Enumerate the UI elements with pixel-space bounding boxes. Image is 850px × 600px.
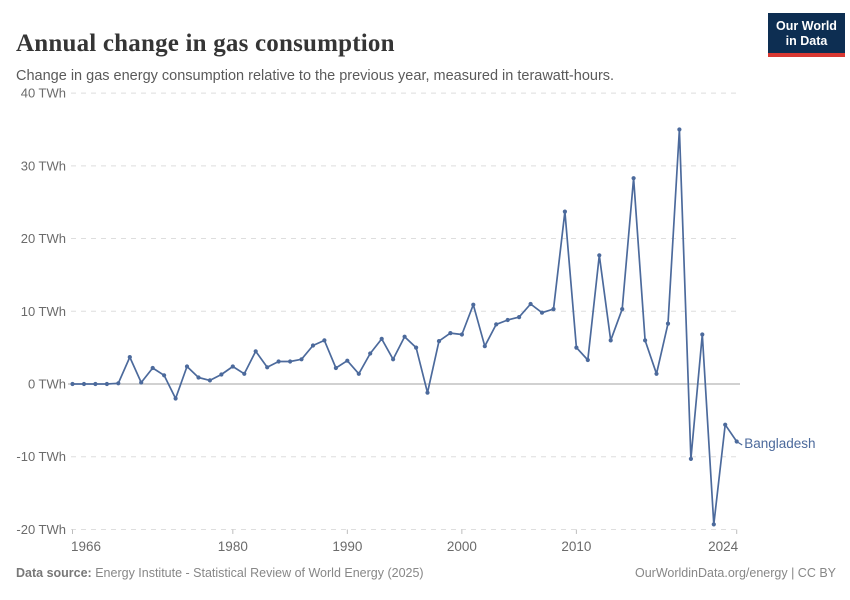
data-point	[471, 302, 476, 307]
data-point	[379, 336, 384, 341]
x-axis-tick-label: 1980	[218, 539, 248, 554]
y-axis-tick-label: 20 TWh	[21, 231, 66, 246]
data-point	[310, 343, 316, 348]
data-point	[150, 365, 155, 371]
data-point	[162, 373, 167, 378]
data-point	[116, 381, 121, 386]
data-point	[81, 381, 87, 387]
data-point	[574, 345, 579, 350]
chart-footer: Data source: Energy Institute - Statisti…	[16, 566, 836, 580]
data-point	[505, 317, 510, 323]
data-point	[665, 321, 671, 326]
data-point	[734, 439, 739, 444]
x-axis-tick-label: 1966	[71, 539, 101, 554]
x-axis-tick-label: 2000	[447, 539, 477, 554]
data-point	[425, 390, 430, 395]
series-end-label: Bangladesh	[744, 436, 815, 451]
data-point	[127, 355, 132, 360]
owid-logo-line1: Our World	[776, 19, 837, 33]
page-title: Annual change in gas consumption	[16, 29, 395, 57]
data-point	[230, 364, 235, 369]
y-axis-tick-label: -20 TWh	[16, 522, 66, 537]
data-point	[70, 381, 75, 387]
data-point	[597, 253, 602, 258]
y-axis-tick-label: 40 TWh	[21, 86, 66, 101]
y-axis-tick-label: 10 TWh	[21, 304, 66, 319]
data-point	[196, 375, 201, 380]
data-point	[242, 371, 247, 376]
x-axis-tick-label: 2010	[561, 539, 591, 554]
data-point	[219, 372, 224, 377]
data-point	[414, 345, 419, 350]
data-point	[482, 344, 487, 349]
data-point	[562, 209, 568, 214]
data-point	[93, 381, 98, 387]
series-label-connector	[737, 441, 743, 446]
data-point	[356, 371, 361, 376]
data-point	[608, 338, 613, 343]
data-point	[345, 358, 350, 363]
data-point	[631, 176, 636, 181]
data-point	[253, 349, 258, 354]
data-point	[448, 331, 453, 336]
data-point	[173, 396, 178, 401]
page-subtitle: Change in gas energy consumption relativ…	[16, 67, 615, 84]
data-point	[402, 334, 407, 339]
data-point	[494, 322, 499, 327]
data-point	[643, 338, 648, 343]
owid-logo[interactable]: Our World in Data	[768, 13, 845, 57]
data-point	[322, 338, 327, 343]
data-point	[265, 365, 270, 370]
data-source-label: Data source:	[16, 566, 92, 580]
data-point	[677, 127, 682, 132]
data-point	[333, 365, 338, 371]
data-point	[459, 332, 464, 337]
data-point	[139, 380, 144, 385]
data-point	[711, 522, 716, 527]
data-point	[688, 456, 694, 461]
data-point	[276, 359, 281, 364]
data-point	[436, 339, 442, 344]
data-point	[207, 378, 212, 383]
data-point	[299, 357, 304, 362]
data-point	[551, 307, 556, 312]
data-point	[723, 422, 728, 427]
data-source-note: Data source: Energy Institute - Statisti…	[16, 566, 424, 580]
owid-logo-line2: in Data	[785, 34, 828, 48]
x-axis-tick-label: 2024	[708, 539, 739, 554]
data-point	[517, 315, 522, 320]
data-point	[585, 357, 590, 363]
y-axis-tick-label: -10 TWh	[16, 449, 66, 464]
x-axis-tick-label: 1990	[332, 539, 362, 554]
y-axis-tick-label: 30 TWh	[21, 158, 66, 173]
data-source-text: Energy Institute - Statistical Review of…	[91, 566, 424, 580]
data-point	[368, 351, 373, 356]
owid-url-license: OurWorldinData.org/energy | CC BY	[634, 566, 836, 580]
data-point	[700, 332, 705, 337]
data-point	[104, 381, 109, 387]
data-point	[391, 357, 396, 362]
data-point	[528, 301, 533, 307]
data-point	[184, 364, 190, 369]
data-point	[288, 359, 293, 364]
data-point	[654, 371, 659, 376]
data-point	[539, 310, 545, 315]
series-line	[71, 128, 738, 526]
data-point	[620, 307, 625, 312]
y-axis-tick-label: 0 TWh	[28, 377, 66, 392]
